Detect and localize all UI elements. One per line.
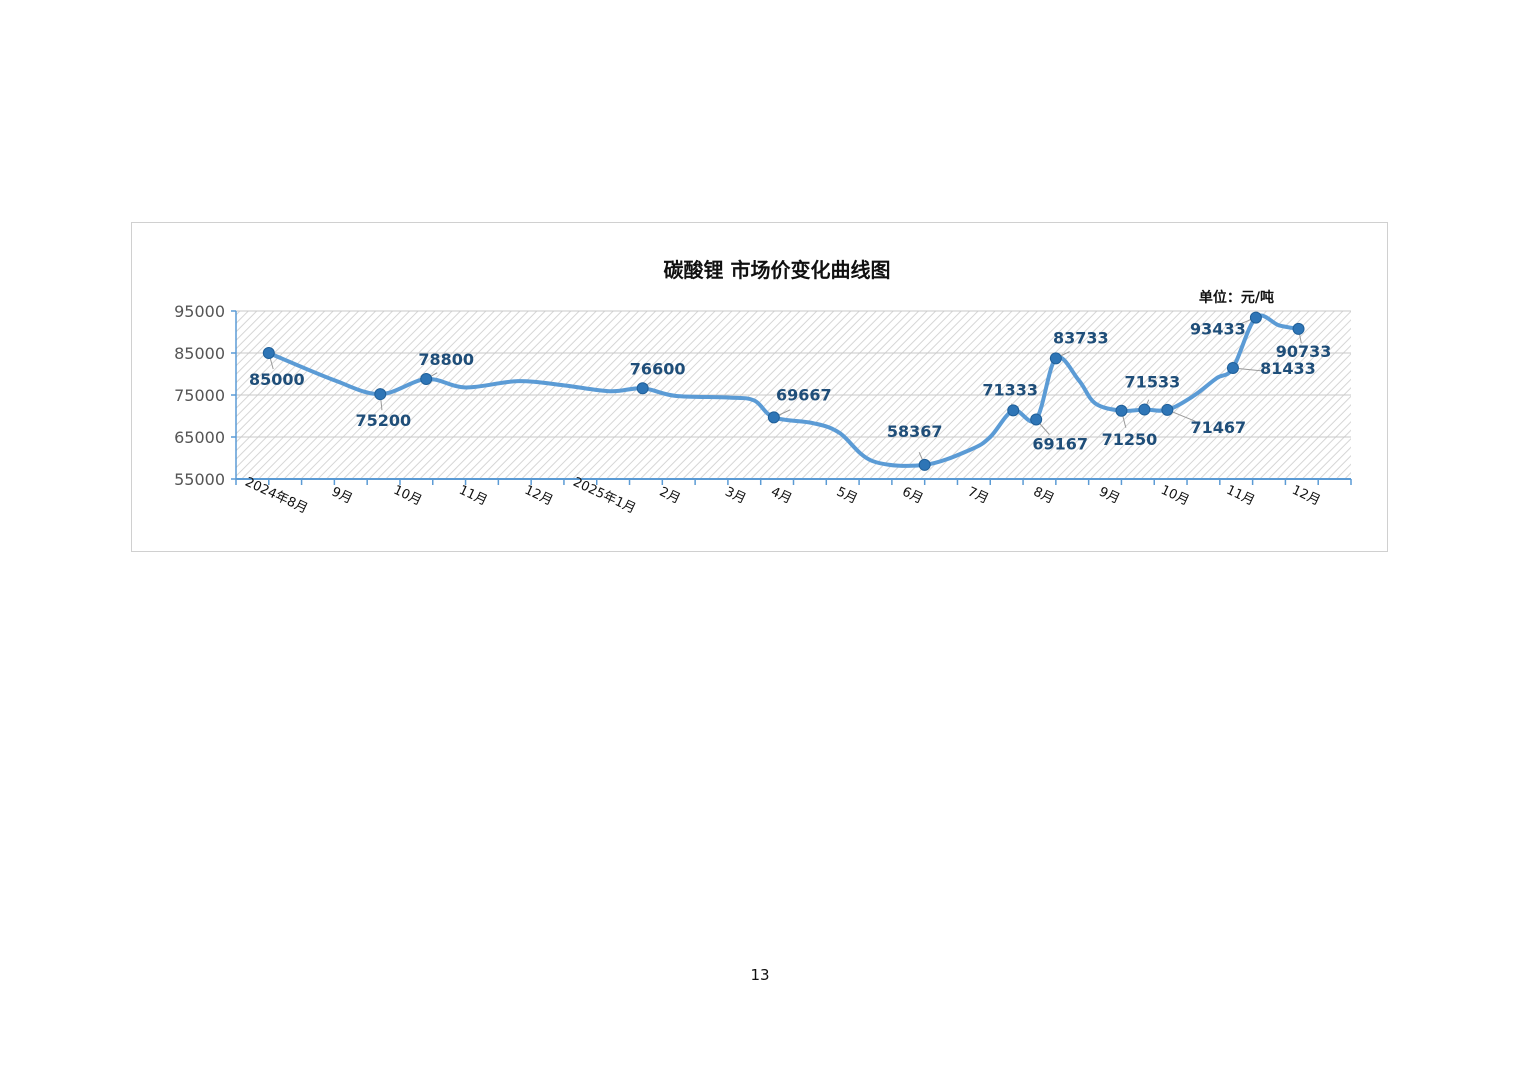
x-tick-label: 2024年8月 [243, 475, 310, 517]
data-label: 69167 [1032, 434, 1088, 453]
data-point [374, 388, 387, 401]
x-tick-label: 11月 [1224, 483, 1257, 509]
x-tick-label: 11月 [456, 483, 489, 509]
y-tick-label: 95000 [174, 302, 225, 321]
x-tick-label: 12月 [522, 483, 555, 509]
data-point [1030, 413, 1043, 426]
y-tick-label: 55000 [174, 470, 225, 489]
data-point [1161, 403, 1174, 416]
y-tick-label: 65000 [174, 428, 225, 447]
data-label: 90733 [1276, 342, 1332, 361]
data-label: 78800 [418, 350, 474, 369]
x-tick-label: 2月 [657, 485, 683, 508]
data-label: 71467 [1191, 418, 1247, 437]
x-tick-label: 10月 [1158, 483, 1191, 509]
data-label: 83733 [1053, 328, 1109, 347]
data-point [1226, 361, 1239, 374]
y-tick-label: 85000 [174, 344, 225, 363]
data-label: 76600 [630, 359, 686, 378]
y-tick-label: 75000 [174, 386, 225, 405]
data-point [420, 373, 433, 386]
line-chart: 碳酸锂 市场价变化曲线图 单位：元/吨 55000 65000 75000 85000… [174, 258, 1352, 517]
data-label: 58367 [887, 422, 943, 441]
data-point [767, 411, 780, 424]
data-point [918, 458, 931, 471]
data-label: 75200 [355, 411, 411, 430]
data-point [1115, 404, 1128, 417]
x-tick-label: 9月 [329, 485, 355, 508]
data-label: 71250 [1102, 430, 1158, 449]
x-tick-label: 2025年1月 [571, 475, 638, 517]
page-number: 13 [750, 966, 770, 984]
data-label: 81433 [1260, 359, 1316, 378]
unit-label: 单位：元/吨 [1199, 289, 1274, 306]
chart-frame: 碳酸锂 市场价变化曲线图 单位：元/吨 55000 65000 75000 85000… [131, 222, 1388, 552]
x-tick-label: 3月 [723, 485, 749, 508]
data-label: 69667 [776, 385, 832, 404]
chart-title: 碳酸锂 市场价变化曲线图 [664, 258, 891, 282]
x-tick-label: 4月 [768, 485, 794, 508]
x-tick-label: 12月 [1289, 483, 1322, 509]
data-label: 93433 [1190, 320, 1246, 339]
x-tick-label: 8月 [1031, 485, 1057, 508]
x-tick-label: 10月 [391, 483, 424, 509]
data-point [1007, 404, 1020, 417]
x-tick-label: 7月 [965, 485, 991, 508]
x-tick-label: 5月 [834, 485, 860, 508]
data-point [1049, 352, 1062, 365]
x-tick-label: 9月 [1096, 485, 1122, 508]
data-point [1138, 403, 1151, 416]
data-label: 71333 [982, 380, 1038, 399]
data-point [1249, 311, 1262, 324]
data-label: 71533 [1125, 373, 1181, 392]
data-point [262, 347, 275, 359]
data-point [1292, 322, 1305, 335]
data-point [636, 382, 649, 395]
x-tick-label: 6月 [900, 485, 926, 508]
data-label: 85000 [249, 370, 305, 389]
